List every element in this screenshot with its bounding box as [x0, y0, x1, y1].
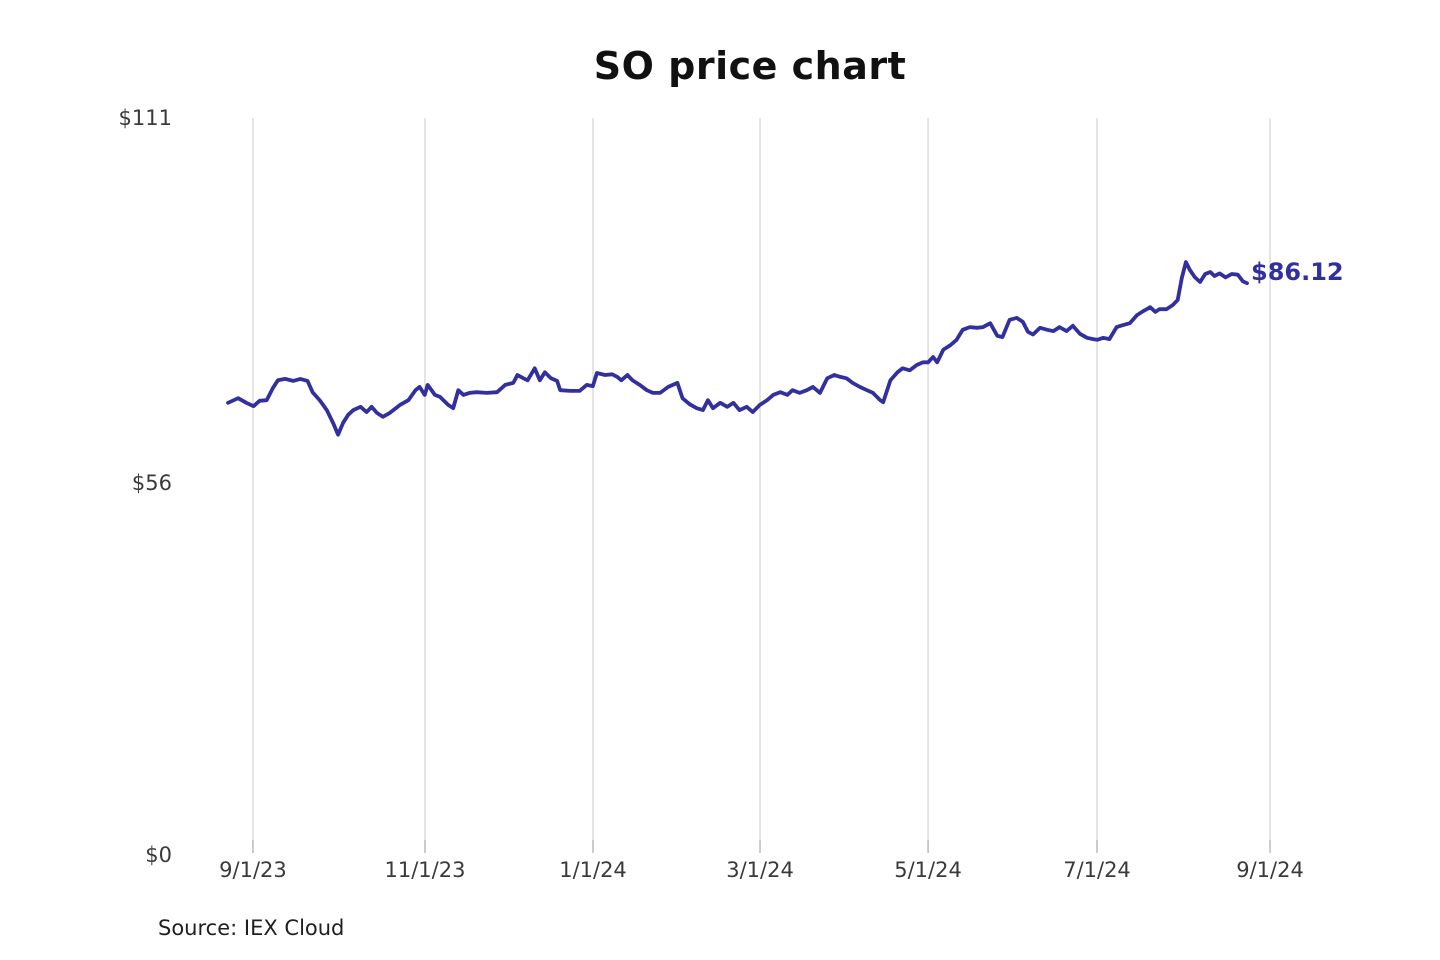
x-axis-label: 5/1/24	[894, 858, 962, 882]
chart-title: SO price chart	[593, 44, 907, 88]
y-axis-label: $56	[131, 471, 172, 496]
x-axis-label: 3/1/24	[726, 858, 794, 882]
x-axis-label: 1/1/24	[559, 858, 627, 882]
y-axis-label: $111	[118, 106, 172, 130]
x-axis-label: 11/1/23	[384, 858, 466, 882]
x-axis-label: 7/1/24	[1063, 858, 1131, 882]
x-axis-label: 9/1/24	[1236, 858, 1304, 882]
source-caption: Source: IEX Cloud	[158, 916, 345, 940]
y-axis-label: $0	[145, 843, 172, 867]
x-axis-label: 9/1/23	[219, 858, 287, 882]
last-price-label: $86.12	[1251, 258, 1344, 287]
price-line-series	[226, 260, 1249, 437]
